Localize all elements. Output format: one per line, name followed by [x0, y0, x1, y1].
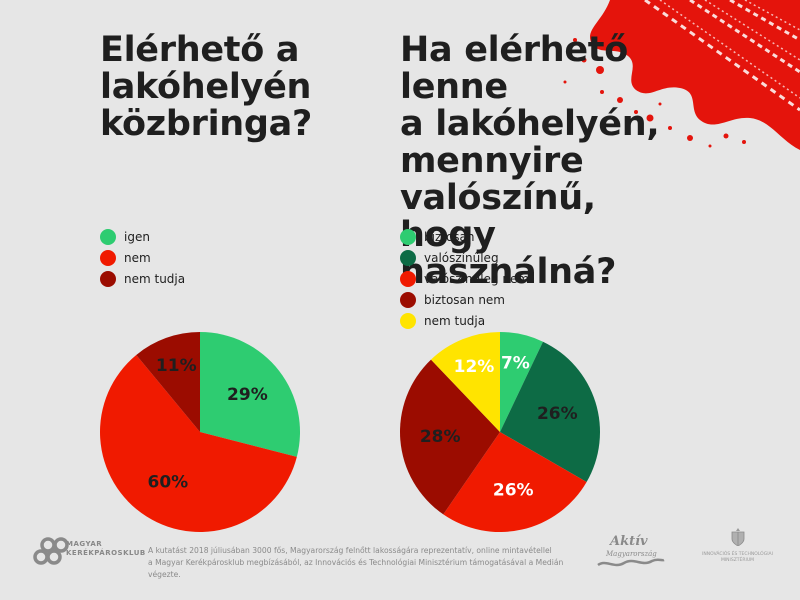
left-chart-title: Elérhető a lakóhelyén közbringa?	[100, 32, 330, 143]
left-pie-chart: 29% 60% 11%	[100, 332, 300, 532]
right-chart-title: Ha elérhető lenne a lakóhelyén, mennyire…	[400, 32, 700, 291]
legend-label: nem tudja	[124, 271, 186, 286]
right-title-line: a lakóhelyén,	[400, 104, 660, 144]
legend-item: igen	[100, 226, 185, 247]
left-title-line: lakóhelyén	[100, 67, 312, 107]
legend-label: biztosan nem	[424, 292, 505, 307]
right-title-line: valószínű, hogy	[400, 178, 596, 255]
legend-swatch	[100, 249, 116, 266]
footer-note-line: A kutatást 2018 júliusában 3000 fős, Mag…	[148, 546, 552, 555]
pie-slice-nem-tudja	[430, 332, 500, 432]
legend-swatch	[400, 291, 416, 308]
right-legend: biztosan valószínűleg valószínűleg nem b…	[400, 226, 529, 331]
right-title-line: mennyire	[400, 141, 584, 181]
right-title-line: Ha elérhető lenne	[400, 30, 628, 107]
pie-slice-biztosan-nem	[400, 359, 500, 515]
left-title-line: közbringa?	[100, 104, 312, 144]
pie-slice-label: 28%	[420, 427, 461, 447]
pie-slice-nem-tudja	[136, 332, 200, 432]
kerekparosklub-logo-icon	[33, 537, 69, 565]
logo-wordmark-line: MAGYAR	[66, 540, 103, 548]
legend-swatch	[400, 312, 416, 329]
coat-of-arms-icon	[731, 528, 744, 547]
legend-label: nem	[124, 250, 151, 265]
pie-slice-label: 7%	[501, 354, 530, 374]
legend-swatch	[100, 228, 116, 245]
legend-swatch	[400, 249, 416, 266]
aktiv-magyarorszag-logo-icon: Aktív Magyarország	[597, 534, 665, 567]
pie-slice-label: 60%	[147, 473, 188, 493]
pie-slice-label: 11%	[156, 356, 197, 376]
right-title-line: használná?	[400, 252, 617, 292]
footer-note-line: a Magyar Kerékpárosklub megbízásából, az…	[148, 558, 564, 579]
pie-slice-label: 26%	[493, 481, 534, 501]
pie-slice-valószínűleg-nem	[443, 432, 587, 532]
legend-item: biztosan	[400, 226, 529, 247]
legend-swatch	[100, 270, 116, 287]
legend-item: nem tudja	[100, 268, 185, 289]
legend-swatch	[400, 270, 416, 287]
red-splash-decoration	[563, 0, 800, 150]
legend-item: nem tudja	[400, 310, 529, 331]
ministry-name-line: MINISZTÉRIUM	[720, 558, 755, 563]
left-legend: igen nem nem tudja	[100, 226, 185, 289]
aktiv-logo-text: Aktív	[608, 534, 648, 549]
legend-label: biztosan	[424, 229, 475, 244]
pie-slice-label: 26%	[537, 404, 578, 424]
pie-slice-label: 12%	[454, 357, 495, 377]
legend-item: valószínűleg nem	[400, 268, 529, 289]
logo-wordmark: MAGYAR KERÉKPÁROSKLUB	[66, 540, 146, 558]
ministry-logo: INNOVÁCIÓS ÉS TECHNOLÓGIAI MINISZTÉRIUM	[700, 528, 775, 573]
pie-slice-nem	[100, 354, 297, 532]
ministry-name-line: INNOVÁCIÓS ÉS TECHNOLÓGIAI	[702, 552, 773, 557]
footer-note: A kutatást 2018 júliusában 3000 fős, Mag…	[148, 545, 588, 581]
legend-label: nem tudja	[424, 313, 486, 328]
legend-item: valószínűleg	[400, 247, 529, 268]
pie-slice-valószínűleg	[500, 341, 600, 482]
ministry-name: INNOVÁCIÓS ÉS TECHNOLÓGIAI MINISZTÉRIUM	[700, 552, 775, 564]
legend-label: valószínűleg nem	[424, 271, 530, 286]
right-pie-chart: 7% 26% 26% 28% 12%	[400, 332, 600, 532]
pie-slice-igen	[200, 332, 300, 457]
left-title-line: Elérhető a	[100, 30, 300, 70]
aktiv-logo-subtext: Magyarország	[605, 550, 657, 558]
legend-label: valószínűleg	[424, 250, 499, 265]
legend-item: biztosan nem	[400, 289, 529, 310]
legend-swatch	[400, 228, 416, 245]
legend-label: igen	[124, 229, 150, 244]
logo-wordmark-line: KERÉKPÁROSKLUB	[66, 549, 146, 557]
legend-item: nem	[100, 247, 185, 268]
pie-slice-biztosan	[500, 332, 543, 432]
pie-slice-label: 29%	[227, 385, 268, 405]
